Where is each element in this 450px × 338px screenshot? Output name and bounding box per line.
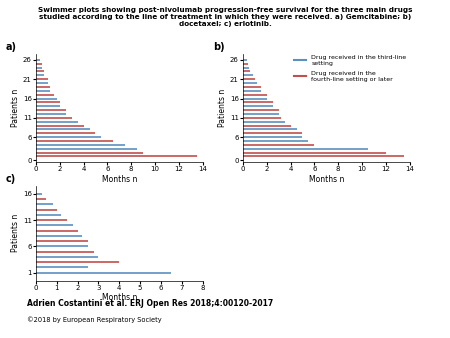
Text: Swimmer plots showing post-nivolumab progression-free survival for the three mai: Swimmer plots showing post-nivolumab pro…: [38, 7, 412, 27]
Y-axis label: Patients n: Patients n: [218, 89, 227, 127]
Text: Adrien Costantini et al. ERJ Open Res 2018;4:00120-2017: Adrien Costantini et al. ERJ Open Res 20…: [27, 299, 273, 308]
Text: c): c): [6, 174, 16, 184]
X-axis label: Months n: Months n: [309, 175, 344, 184]
Text: ©2018 by European Respiratory Society: ©2018 by European Respiratory Society: [27, 316, 162, 323]
X-axis label: Months n: Months n: [102, 175, 137, 184]
X-axis label: Months n: Months n: [102, 293, 137, 303]
Text: b): b): [213, 42, 225, 52]
Y-axis label: Patients n: Patients n: [11, 214, 20, 252]
Legend: Drug received in the third-line
setting, Drug received in the
fourth-line settin: Drug received in the third-line setting,…: [294, 55, 406, 82]
Y-axis label: Patients n: Patients n: [11, 89, 20, 127]
Text: a): a): [6, 42, 17, 52]
